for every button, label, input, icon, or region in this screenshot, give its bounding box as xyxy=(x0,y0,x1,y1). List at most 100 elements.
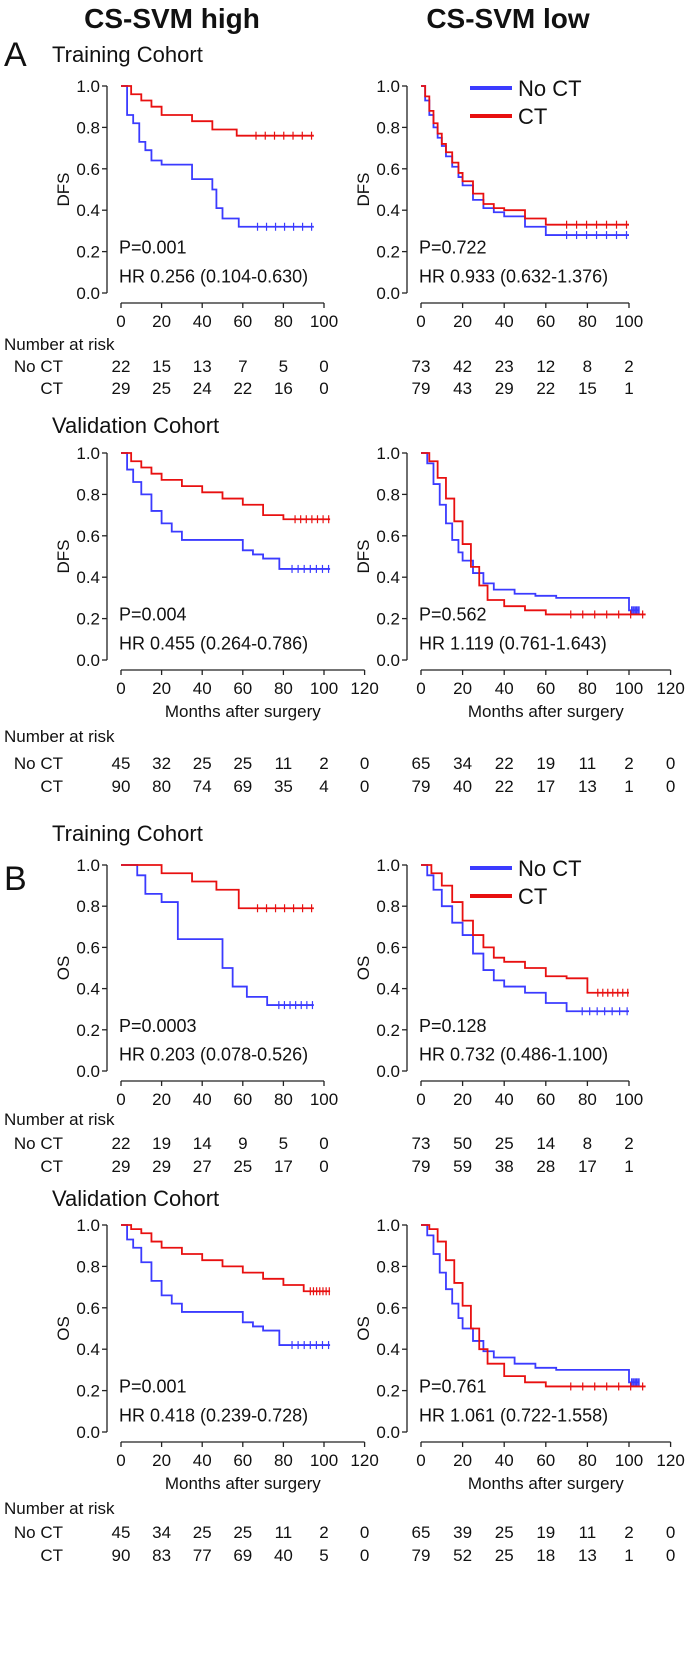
y-axis-label: DFS xyxy=(54,540,73,574)
risk-count-ct: 90 xyxy=(112,1546,131,1565)
x-tick-label: 80 xyxy=(274,1451,293,1470)
y-tick-label: 0.6 xyxy=(76,938,100,957)
x-tick-label: 80 xyxy=(578,679,597,698)
y-tick-label: 0.8 xyxy=(376,1257,400,1276)
risk-count-no-ct: 22 xyxy=(112,1134,131,1153)
no-ct-legend-label: No CT xyxy=(518,856,582,881)
risk-count-ct: 79 xyxy=(412,1546,431,1565)
risk-count-ct: 0 xyxy=(319,379,328,398)
x-tick-label: 0 xyxy=(416,1451,425,1470)
y-tick-label: 0.8 xyxy=(376,897,400,916)
risk-count-ct: 29 xyxy=(495,379,514,398)
risk-row-label-no-ct: No CT xyxy=(14,1523,63,1542)
y-tick-label: 1.0 xyxy=(376,77,400,96)
y-tick-label: 0.2 xyxy=(376,1021,400,1040)
y-tick-label: 0.4 xyxy=(376,568,400,587)
y-tick-label: 0.2 xyxy=(376,1382,400,1401)
km-panel-6: 0.0 0.2 0.4 0.6 0.8 1.0 OS 0 20 40 60 80 100 P=0.128 H… xyxy=(354,856,643,1176)
y-tick-label: 0.4 xyxy=(76,201,100,220)
risk-count-no-ct: 5 xyxy=(279,357,288,376)
y-tick-label: 0.2 xyxy=(376,243,400,262)
y-tick-label: 0.6 xyxy=(76,527,100,546)
risk-count-ct: 1 xyxy=(624,1546,633,1565)
y-tick-label: 0.0 xyxy=(376,651,400,670)
risk-count-ct: 5 xyxy=(319,1546,328,1565)
p-value-text: P=0.562 xyxy=(419,605,487,625)
no-ct-survival-curve xyxy=(121,85,314,228)
risk-count-ct: 59 xyxy=(453,1157,472,1176)
risk-count-no-ct: 25 xyxy=(495,1523,514,1542)
risk-count-ct: 1 xyxy=(624,379,633,398)
hazard-ratio-text: HR 0.455 (0.264-0.786) xyxy=(119,634,308,654)
risk-count-no-ct: 65 xyxy=(412,754,431,773)
y-axis-label: DFS xyxy=(354,540,373,574)
no-ct-survival-curve xyxy=(421,1224,640,1384)
risk-row-label-ct: CT xyxy=(40,379,63,398)
risk-count-ct: 15 xyxy=(578,379,597,398)
x-tick-label: 100 xyxy=(615,1090,643,1109)
x-tick-label: 80 xyxy=(578,1090,597,1109)
p-value-text: P=0.722 xyxy=(419,238,487,258)
risk-count-no-ct: 11 xyxy=(579,1523,597,1542)
y-tick-label: 0.4 xyxy=(376,980,400,999)
y-tick-label: 0.6 xyxy=(376,1299,400,1318)
x-tick-label: 0 xyxy=(116,312,125,331)
risk-count-ct: 52 xyxy=(453,1546,472,1565)
risk-count-no-ct: 2 xyxy=(624,357,633,376)
risk-count-no-ct: 2 xyxy=(624,754,633,773)
x-tick-label: 120 xyxy=(656,679,684,698)
y-tick-label: 0.8 xyxy=(76,118,100,137)
risk-row-label-no-ct: No CT xyxy=(14,754,63,773)
risk-count-no-ct: 32 xyxy=(152,754,171,773)
x-tick-label: 40 xyxy=(193,1451,212,1470)
risk-count-no-ct: 50 xyxy=(453,1134,472,1153)
x-tick-label: 20 xyxy=(152,312,171,331)
risk-count-ct: 79 xyxy=(412,1157,431,1176)
x-tick-label: 60 xyxy=(233,312,252,331)
legend: No CT CT xyxy=(470,856,582,909)
risk-count-no-ct: 25 xyxy=(495,1134,514,1153)
y-tick-label: 0.2 xyxy=(76,610,100,629)
risk-count-ct: 0 xyxy=(360,1546,369,1565)
risk-count-ct: 1 xyxy=(624,777,633,796)
ct-survival-curve xyxy=(121,864,314,910)
x-tick-label: 20 xyxy=(453,1090,472,1109)
x-tick-label: 40 xyxy=(495,312,514,331)
y-tick-label: 0.6 xyxy=(376,938,400,957)
x-tick-label: 60 xyxy=(536,312,555,331)
risk-count-ct: 38 xyxy=(495,1157,514,1176)
risk-count-no-ct: 11 xyxy=(579,754,597,773)
x-tick-label: 20 xyxy=(453,1451,472,1470)
x-tick-label: 80 xyxy=(578,1451,597,1470)
no-ct-survival-curve xyxy=(421,864,629,1013)
risk-count-ct: 77 xyxy=(193,1546,212,1565)
risk-count-no-ct: 39 xyxy=(453,1523,472,1542)
ct-survival-curve xyxy=(421,864,629,994)
x-tick-label: 0 xyxy=(416,679,425,698)
cohort-title: Training Cohort xyxy=(52,821,203,846)
risk-count-ct: 0 xyxy=(360,777,369,796)
risk-count-no-ct: 12 xyxy=(536,357,555,376)
risk-count-no-ct: 73 xyxy=(412,1134,431,1153)
y-tick-label: 0.0 xyxy=(76,1062,100,1081)
risk-count-no-ct: 0 xyxy=(360,754,369,773)
x-tick-label: 40 xyxy=(495,679,514,698)
x-tick-label: 100 xyxy=(310,1090,338,1109)
hazard-ratio-text: HR 0.732 (0.486-1.100) xyxy=(419,1045,608,1065)
x-tick-label: 80 xyxy=(274,312,293,331)
risk-count-no-ct: 65 xyxy=(412,1523,431,1542)
header-cs-svm-low: CS-SVM low xyxy=(426,3,590,34)
risk-count-no-ct: 19 xyxy=(152,1134,171,1153)
x-tick-label: 120 xyxy=(350,679,378,698)
risk-count-no-ct: 34 xyxy=(453,754,472,773)
risk-count-ct: 24 xyxy=(193,379,212,398)
risk-count-ct: 0 xyxy=(666,1546,675,1565)
risk-count-no-ct: 8 xyxy=(583,1134,592,1153)
x-tick-label: 0 xyxy=(116,1451,125,1470)
x-tick-label: 60 xyxy=(233,1090,252,1109)
risk-count-ct: 17 xyxy=(578,1157,597,1176)
x-tick-label: 60 xyxy=(536,679,555,698)
km-panel-2: 0.0 0.2 0.4 0.6 0.8 1.0 DFS 0 20 40 60 80 100 P=0.722… xyxy=(354,77,643,398)
risk-count-no-ct: 19 xyxy=(536,754,555,773)
